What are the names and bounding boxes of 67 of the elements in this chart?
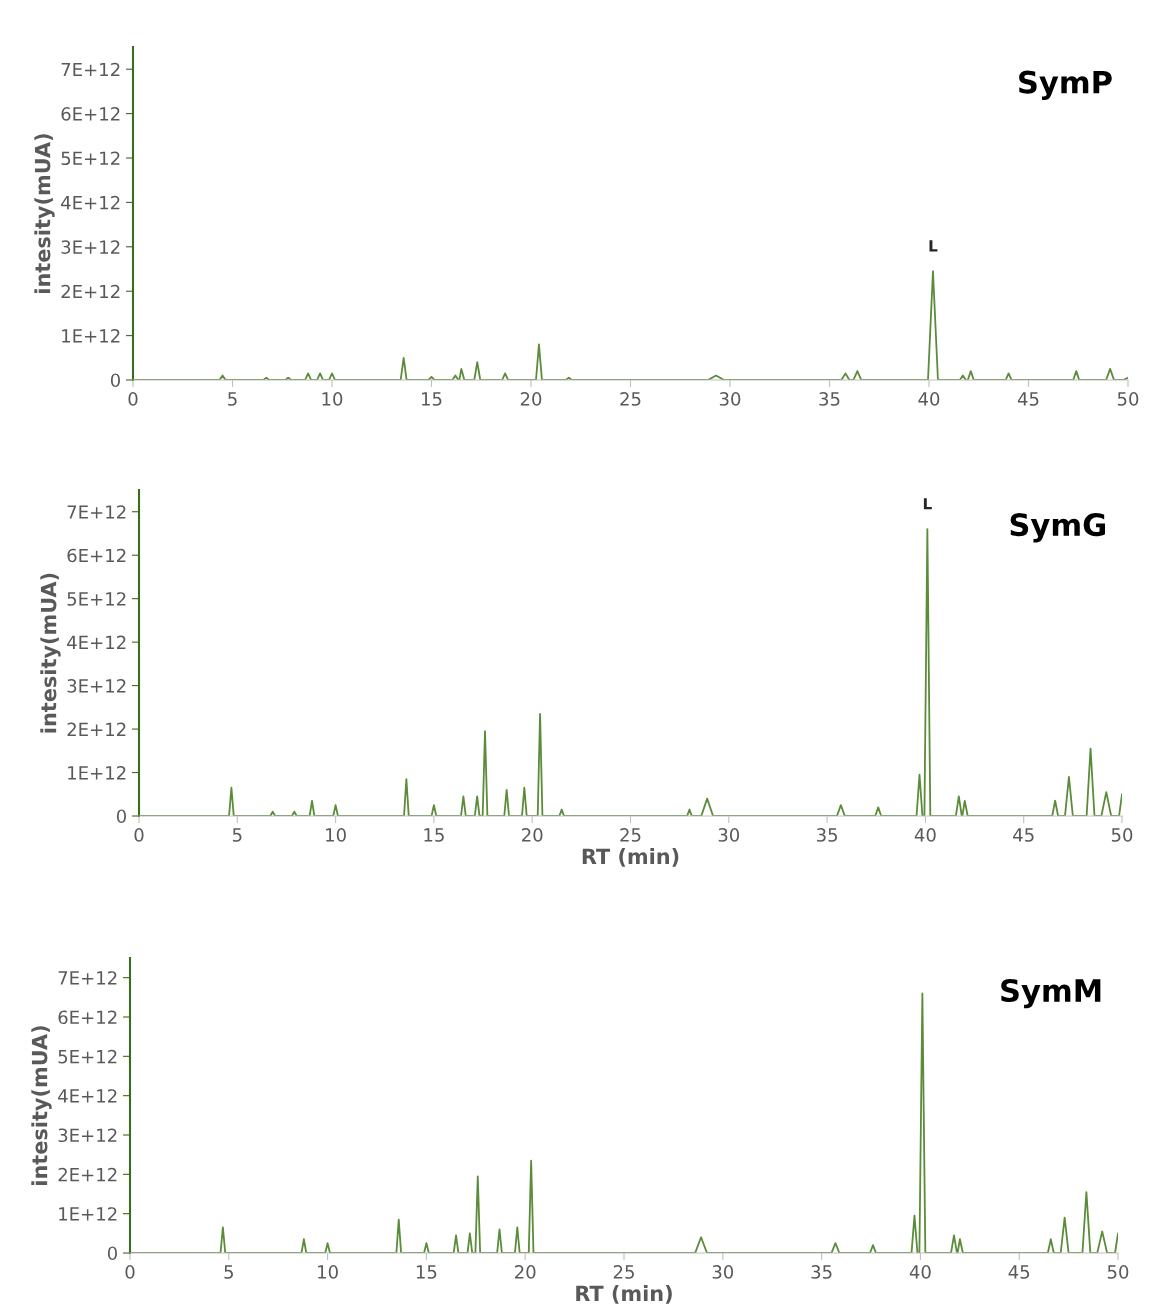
- x-tick-label: 10: [318, 1265, 338, 1279]
- annotation: L: [923, 498, 932, 510]
- x-tick-label: 25: [620, 828, 641, 842]
- x-tick-label: 30: [712, 1265, 734, 1279]
- y-tick-label: 3E+12: [58, 1128, 117, 1143]
- x-tick-label: 35: [816, 828, 838, 842]
- x-tick-label: 40: [914, 828, 936, 842]
- x-tick-label: 40: [918, 392, 940, 406]
- x-tick-label: 10: [326, 828, 346, 842]
- y-tick-label: 1E+12: [59, 1207, 117, 1221]
- x-tick-label: 25: [620, 392, 641, 406]
- y-tick-label: 5E+12: [67, 592, 126, 606]
- x-axis-title: RT (min): [576, 1285, 672, 1304]
- x-tick-label: 35: [811, 1265, 832, 1279]
- x-tick-label: 45: [1013, 828, 1034, 842]
- text: SymP: [1019, 70, 1112, 100]
- x-tick-label: 10: [322, 392, 343, 406]
- y-tick-label: 5E+12: [61, 151, 120, 166]
- y-axis-title: intesity(mUA): [34, 134, 55, 293]
- y-tick-label: 2E+12: [61, 284, 120, 299]
- y-tick-label: 7E+12: [61, 62, 120, 77]
- y-tick-label: 0: [107, 1246, 117, 1261]
- x-tick-label: 15: [424, 828, 444, 842]
- y-tick-label: 6E+12: [61, 107, 120, 121]
- x-tick-label: 0: [134, 828, 144, 842]
- x-tick-label: 15: [416, 1265, 437, 1279]
- y-tick-label: 4E+12: [61, 195, 120, 210]
- x-tick-label: 30: [718, 828, 740, 842]
- y-axis-title: intesity(mUA): [40, 573, 61, 733]
- x-tick-label: 50: [1117, 392, 1139, 406]
- y-tick-label: 3E+12: [67, 679, 126, 693]
- y-axis-title: intesity(mUA): [31, 1026, 52, 1185]
- y-tick-label: 2E+12: [58, 1167, 117, 1182]
- x-tick-label: 40: [909, 1265, 931, 1279]
- x-tick-label: 35: [819, 392, 840, 406]
- x-tick-label: 20: [520, 392, 542, 406]
- y-tick-label: 6E+12: [67, 548, 126, 563]
- y-tick-label: 7E+12: [58, 971, 117, 985]
- x-tick-label: 45: [1008, 1265, 1030, 1279]
- y-tick-label: 6E+12: [58, 1010, 117, 1025]
- x-tick-label: 30: [719, 392, 741, 406]
- x-tick-label: 0: [125, 1265, 135, 1279]
- x-tick-label: 20: [515, 1265, 536, 1279]
- y-tick-label: 1E+12: [68, 765, 126, 780]
- y-tick-label: 1E+12: [62, 329, 120, 343]
- x-tick-label: 20: [522, 828, 543, 842]
- x-tick-label: 15: [422, 392, 442, 406]
- text: SymM: [1001, 978, 1101, 1009]
- x-tick-label: 25: [613, 1265, 634, 1279]
- y-tick-label: 3E+12: [61, 240, 120, 254]
- x-tick-label: 5: [224, 1265, 233, 1279]
- x-tick-label: 45: [1017, 392, 1039, 406]
- x-tick-label: 5: [232, 828, 242, 842]
- x-tick-label: 50: [1107, 1265, 1129, 1279]
- y-tick-label: 4E+12: [67, 635, 126, 649]
- y-tick-label: 0: [116, 809, 126, 824]
- x-tick-label: 50: [1111, 828, 1133, 842]
- y-tick-label: 2E+12: [67, 722, 126, 736]
- y-tick-label: 0: [110, 373, 120, 388]
- x-axis-title: RT (min): [582, 848, 679, 867]
- y-tick-label: 4E+12: [58, 1089, 117, 1103]
- y-tick-label: 7E+12: [67, 505, 126, 519]
- annotation: L: [929, 240, 938, 252]
- x-tick-label: 5: [228, 392, 237, 406]
- text: SymG: [1010, 513, 1105, 543]
- y-tick-label: 5E+12: [58, 1049, 117, 1064]
- x-tick-label: 0: [128, 392, 138, 406]
